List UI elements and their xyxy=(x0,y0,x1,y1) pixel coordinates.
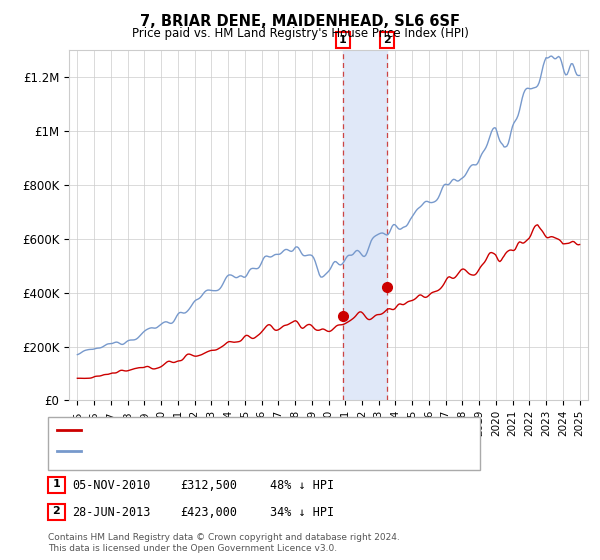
Text: £312,500: £312,500 xyxy=(180,479,237,492)
Text: 48% ↓ HPI: 48% ↓ HPI xyxy=(270,479,334,492)
Text: £423,000: £423,000 xyxy=(180,506,237,519)
Text: HPI: Average price, detached house, Windsor and Maidenhead: HPI: Average price, detached house, Wind… xyxy=(85,449,434,459)
Text: 7, BRIAR DENE, MAIDENHEAD, SL6 6SF (detached house): 7, BRIAR DENE, MAIDENHEAD, SL6 6SF (deta… xyxy=(85,427,404,437)
Text: 28-JUN-2013: 28-JUN-2013 xyxy=(72,506,151,519)
Text: 1: 1 xyxy=(339,35,347,45)
Text: 2: 2 xyxy=(383,35,391,45)
Text: Contains HM Land Registry data © Crown copyright and database right 2024.
This d: Contains HM Land Registry data © Crown c… xyxy=(48,533,400,553)
Bar xyxy=(343,50,387,400)
Text: 1: 1 xyxy=(53,479,60,489)
Text: 05-NOV-2010: 05-NOV-2010 xyxy=(72,479,151,492)
Text: 7, BRIAR DENE, MAIDENHEAD, SL6 6SF: 7, BRIAR DENE, MAIDENHEAD, SL6 6SF xyxy=(140,14,460,29)
Text: Price paid vs. HM Land Registry's House Price Index (HPI): Price paid vs. HM Land Registry's House … xyxy=(131,27,469,40)
Text: 34% ↓ HPI: 34% ↓ HPI xyxy=(270,506,334,519)
Text: 2: 2 xyxy=(53,506,60,516)
